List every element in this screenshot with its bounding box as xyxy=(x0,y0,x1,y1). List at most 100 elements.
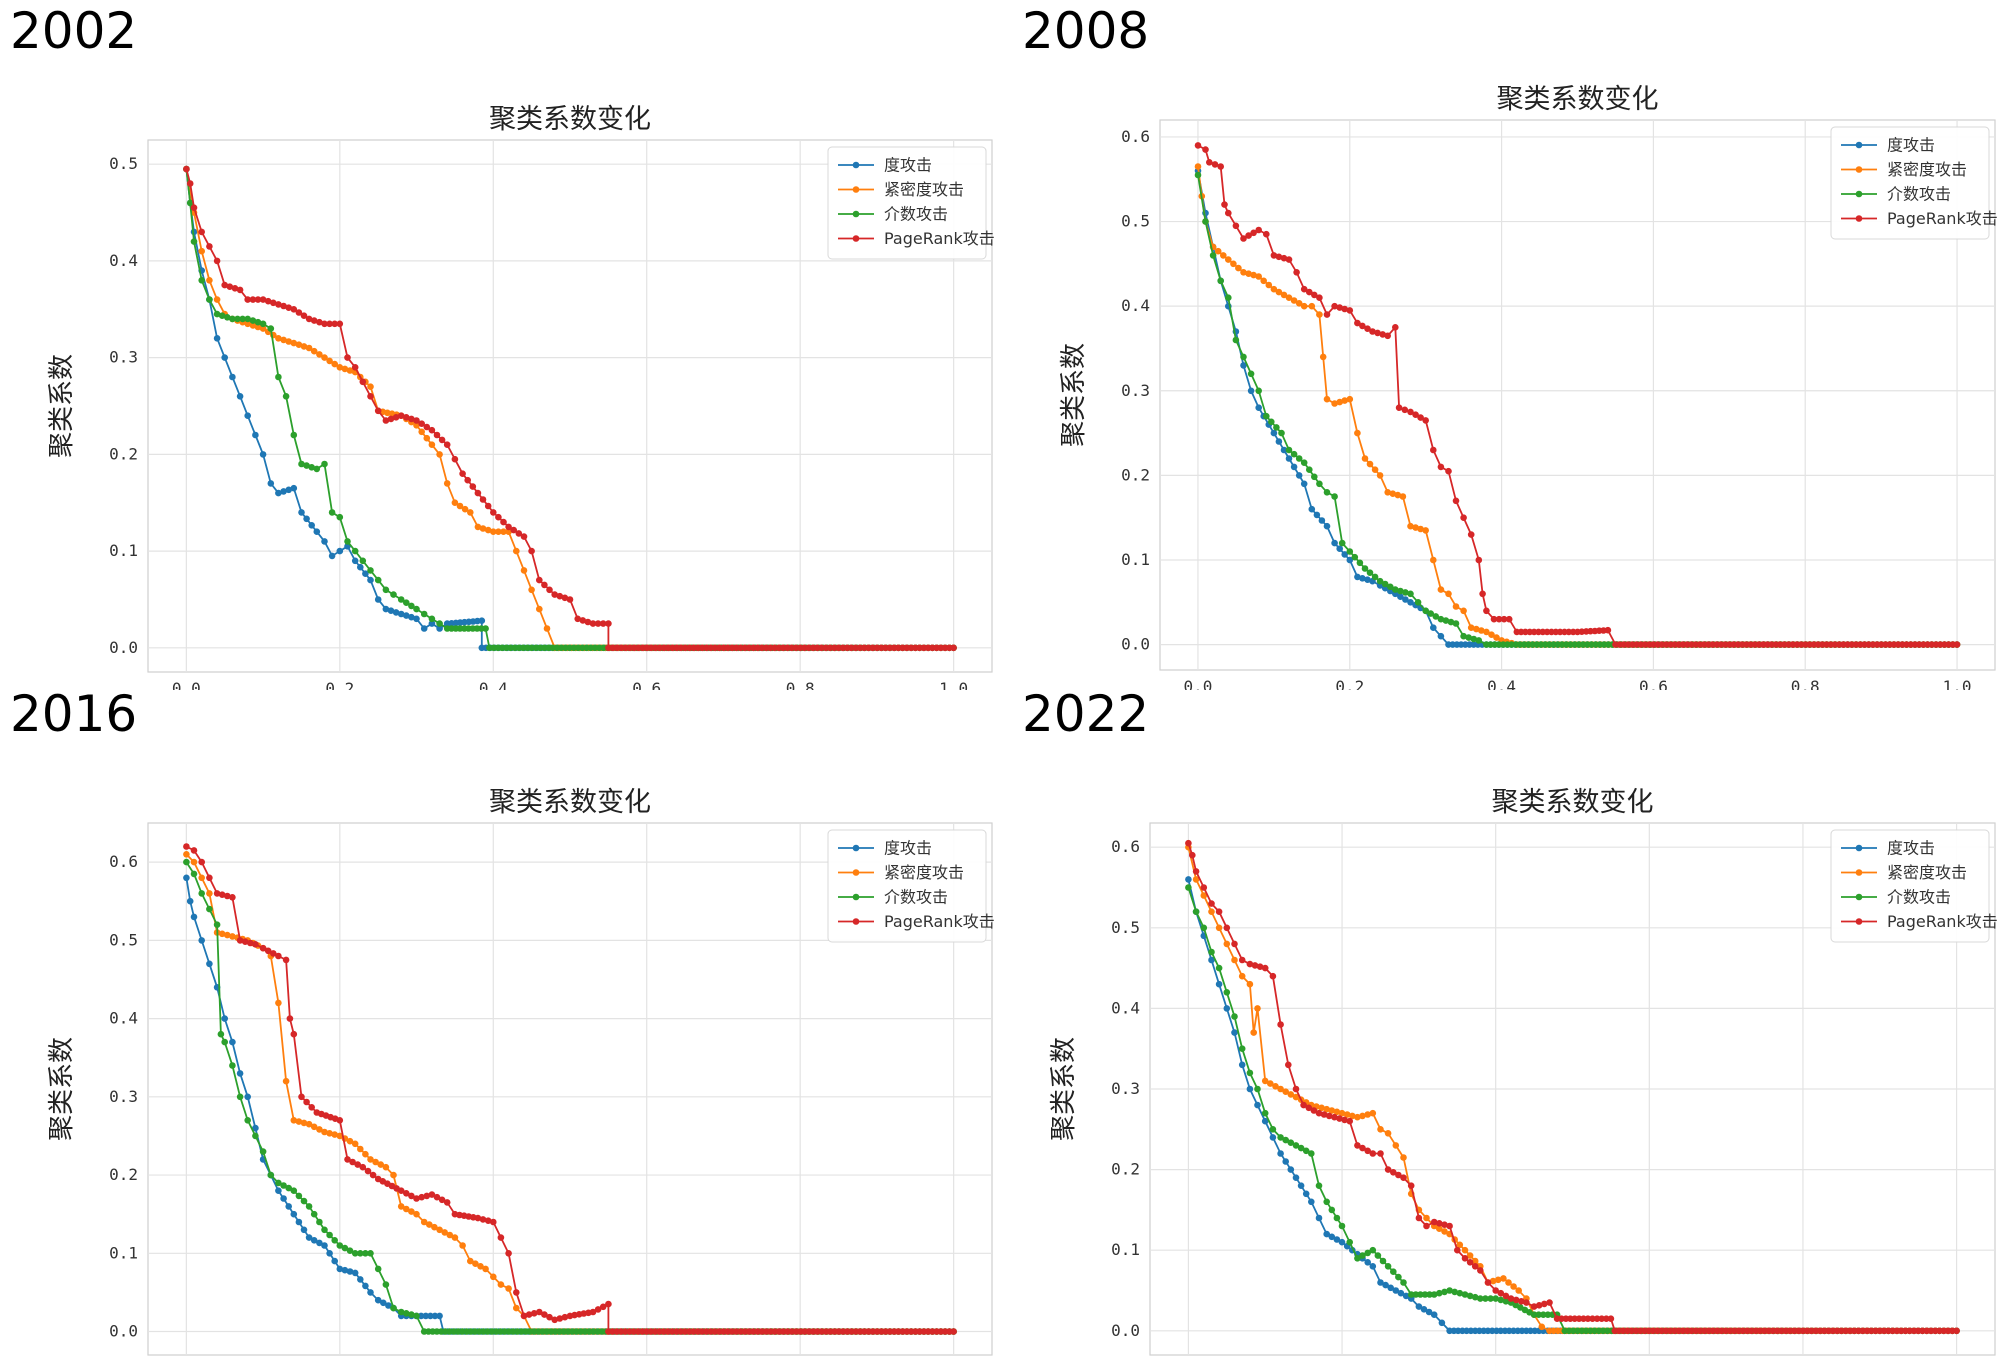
data-point xyxy=(310,1237,318,1244)
data-point xyxy=(1267,1080,1274,1087)
data-point xyxy=(589,620,597,627)
chart-2016: 0.0 0.2 0.4 0.6 0.8 1.0 0.0 0.1 0.2 0.3 0.4 0.5 0.6 聚… xyxy=(47,787,995,1365)
data-point xyxy=(418,1193,426,1201)
data-point xyxy=(328,552,336,560)
data-point xyxy=(1323,522,1331,530)
data-point xyxy=(198,228,205,236)
data-point xyxy=(190,847,198,854)
data-point xyxy=(1369,1246,1377,1254)
data-point xyxy=(241,938,249,945)
data-point xyxy=(1421,1291,1429,1298)
data-point xyxy=(436,620,443,627)
data-point xyxy=(1377,1279,1384,1286)
data-point xyxy=(1369,1150,1377,1157)
data-point xyxy=(1251,962,1259,969)
data-point xyxy=(1437,632,1445,640)
data-point xyxy=(1261,1117,1269,1125)
data-point xyxy=(359,557,367,565)
data-point xyxy=(275,1187,282,1194)
data-point xyxy=(390,1171,397,1179)
data-point xyxy=(267,1171,275,1179)
data-point xyxy=(1331,493,1338,500)
data-point xyxy=(451,1234,459,1241)
data-point xyxy=(236,937,244,944)
data-point xyxy=(1211,161,1219,168)
data-point xyxy=(1495,615,1503,623)
data-point xyxy=(236,1093,244,1101)
data-point xyxy=(1231,1013,1238,1020)
data-point xyxy=(1300,285,1308,293)
data-point xyxy=(482,625,489,632)
data-point xyxy=(310,347,318,355)
data-point xyxy=(484,1217,492,1224)
x-tick-label: 0.6 xyxy=(1635,1362,1664,1365)
y-tick-label: 0.2 xyxy=(109,444,138,463)
y-tick-label: 0.4 xyxy=(109,251,138,270)
legend-swatch-marker xyxy=(852,161,860,169)
legend-entry-betweenness: 介数攻击 xyxy=(884,205,948,224)
data-point xyxy=(420,1218,428,1226)
data-point xyxy=(1477,1295,1484,1302)
data-point xyxy=(224,931,231,939)
data-point xyxy=(316,351,323,358)
data-point xyxy=(1530,1303,1538,1310)
data-point xyxy=(1318,1104,1325,1112)
data-point xyxy=(536,576,543,584)
data-point xyxy=(605,620,612,627)
data-point xyxy=(1500,615,1508,623)
data-point xyxy=(259,1148,267,1155)
data-point xyxy=(229,373,236,381)
data-point xyxy=(520,533,528,540)
data-point xyxy=(321,1226,328,1234)
data-point xyxy=(520,1312,528,1320)
data-point xyxy=(1390,1268,1397,1275)
data-point xyxy=(1366,460,1374,468)
data-point xyxy=(408,602,415,610)
y-tick-label: 0.1 xyxy=(109,541,138,560)
data-point xyxy=(316,1218,323,1226)
data-point xyxy=(403,1190,410,1197)
data-point xyxy=(446,1231,454,1239)
data-point xyxy=(403,1205,410,1213)
data-point xyxy=(1331,400,1338,407)
data-point xyxy=(1206,159,1213,166)
data-point xyxy=(1313,511,1321,519)
data-point xyxy=(321,1242,328,1249)
data-point xyxy=(1333,1108,1341,1116)
data-point xyxy=(264,947,272,955)
data-point xyxy=(479,525,487,532)
y-tick-label: 0.3 xyxy=(1111,1079,1140,1098)
data-point xyxy=(1379,1257,1387,1265)
data-point xyxy=(1275,288,1283,296)
data-point xyxy=(1282,1088,1289,1095)
data-point xyxy=(1437,463,1445,471)
data-point xyxy=(1445,467,1452,475)
data-point xyxy=(331,1257,339,1265)
x-tick-label: 0.4 xyxy=(479,1362,508,1365)
data-point xyxy=(1359,575,1366,582)
data-point xyxy=(1407,599,1414,606)
data-point xyxy=(477,1263,484,1270)
data-point xyxy=(431,1223,438,1231)
data-point xyxy=(1280,446,1288,454)
x-tick-label: 0.6 xyxy=(632,1362,661,1365)
legend-entry-betweenness: 介数攻击 xyxy=(1887,185,1951,204)
data-point xyxy=(484,502,492,510)
data-point xyxy=(1359,1112,1366,1120)
data-point xyxy=(1250,271,1257,279)
data-point xyxy=(1297,1144,1305,1152)
data-point xyxy=(443,441,451,449)
data-point xyxy=(1225,209,1232,217)
x-tick-label: 0.4 xyxy=(1481,1362,1510,1365)
data-point xyxy=(198,858,205,866)
data-point xyxy=(341,365,349,373)
y-tick-label: 0.1 xyxy=(1111,1240,1140,1259)
data-point xyxy=(397,1308,405,1316)
data-point xyxy=(1494,1276,1502,1284)
year-label-2008: 2008 xyxy=(1022,2,1150,60)
data-point xyxy=(1269,972,1277,980)
data-point xyxy=(505,1250,512,1257)
data-point xyxy=(490,528,497,535)
data-point xyxy=(1220,252,1227,259)
data-point xyxy=(1387,1284,1394,1292)
